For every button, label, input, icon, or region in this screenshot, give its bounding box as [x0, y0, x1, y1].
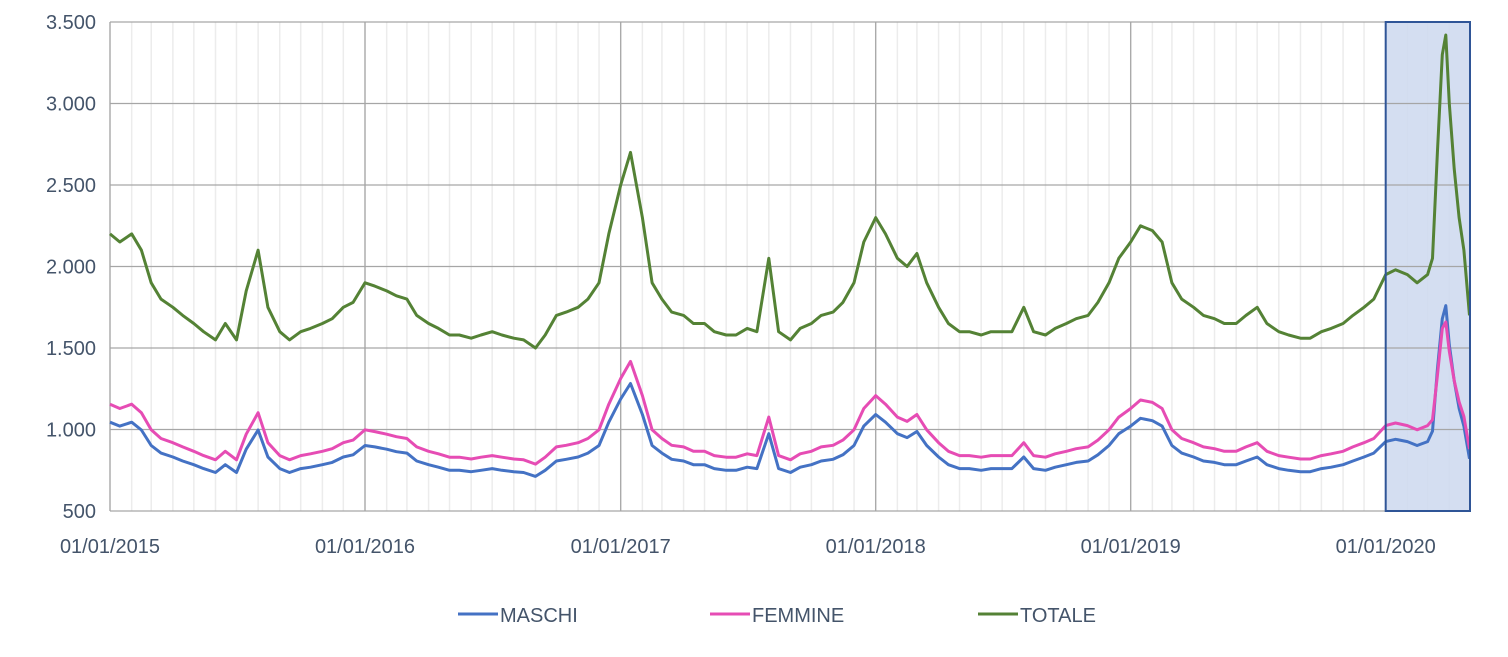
y-axis-ticks: 500 1.000 1.500 2.000 2.500 3.000 3.500 — [46, 12, 96, 523]
x-tick-label: 01/01/2020 — [1336, 536, 1436, 558]
y-tick-label: 2.500 — [46, 175, 96, 197]
legend-label-totale: TOTALE — [1020, 605, 1096, 627]
x-tick-label: 01/01/2017 — [571, 536, 671, 558]
series-line-totale — [109, 33, 1471, 350]
highlight-outline — [1384, 21, 1471, 512]
y-tick-label: 500 — [63, 501, 96, 523]
series-lines — [109, 33, 1471, 478]
x-tick-label: 01/01/2015 — [60, 536, 160, 558]
legend: MASCHI FEMMINE TOTALE — [458, 605, 1096, 627]
y-tick-label: 1.000 — [46, 420, 96, 442]
series-line-femmine — [109, 320, 1471, 466]
highlight-border — [1384, 21, 1471, 512]
y-tick-label: 2.000 — [46, 257, 96, 279]
y-tick-label: 3.000 — [46, 94, 96, 116]
legend-label-maschi: MASCHI — [500, 605, 578, 627]
major-gridlines — [109, 21, 1471, 512]
y-tick-label: 1.500 — [46, 338, 96, 360]
x-axis-ticks: 01/01/2015 01/01/2016 01/01/2017 01/01/2018… — [60, 536, 1436, 558]
series-line-maschi — [109, 304, 1471, 478]
x-tick-label: 01/01/2016 — [315, 536, 415, 558]
x-tick-label: 01/01/2018 — [826, 536, 926, 558]
legend-label-femmine: FEMMINE — [752, 605, 844, 627]
x-tick-label: 01/01/2019 — [1081, 536, 1181, 558]
y-tick-label: 3.500 — [46, 12, 96, 34]
